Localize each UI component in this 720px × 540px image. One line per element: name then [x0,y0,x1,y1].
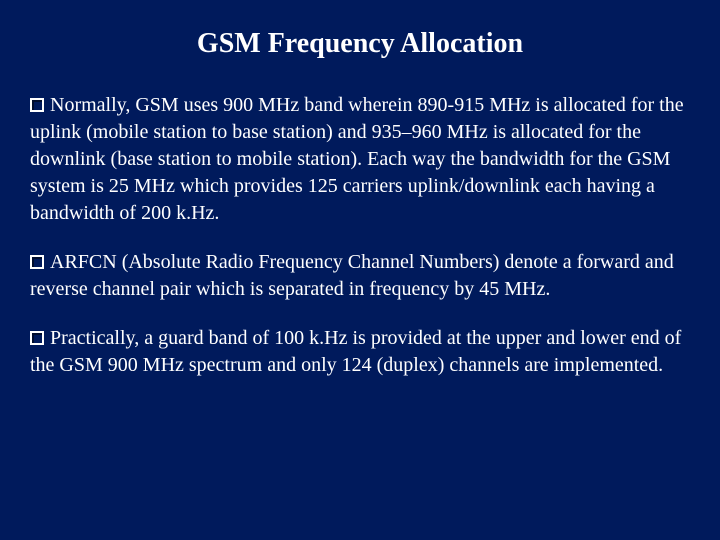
bullet-item: Normally, GSM uses 900 MHz band wherein … [30,92,690,227]
square-bullet-icon [30,331,44,345]
slide-title: GSM Frequency Allocation [30,28,690,60]
bullet-text: Practically, a guard band of 100 k.Hz is… [30,327,681,376]
bullet-item: ARFCN (Absolute Radio Frequency Channel … [30,249,690,303]
bullet-item: Practically, a guard band of 100 k.Hz is… [30,325,690,379]
square-bullet-icon [30,98,44,112]
bullet-text: ARFCN (Absolute Radio Frequency Channel … [30,251,674,300]
bullet-text: Normally, GSM uses 900 MHz band wherein … [30,94,684,224]
square-bullet-icon [30,255,44,269]
